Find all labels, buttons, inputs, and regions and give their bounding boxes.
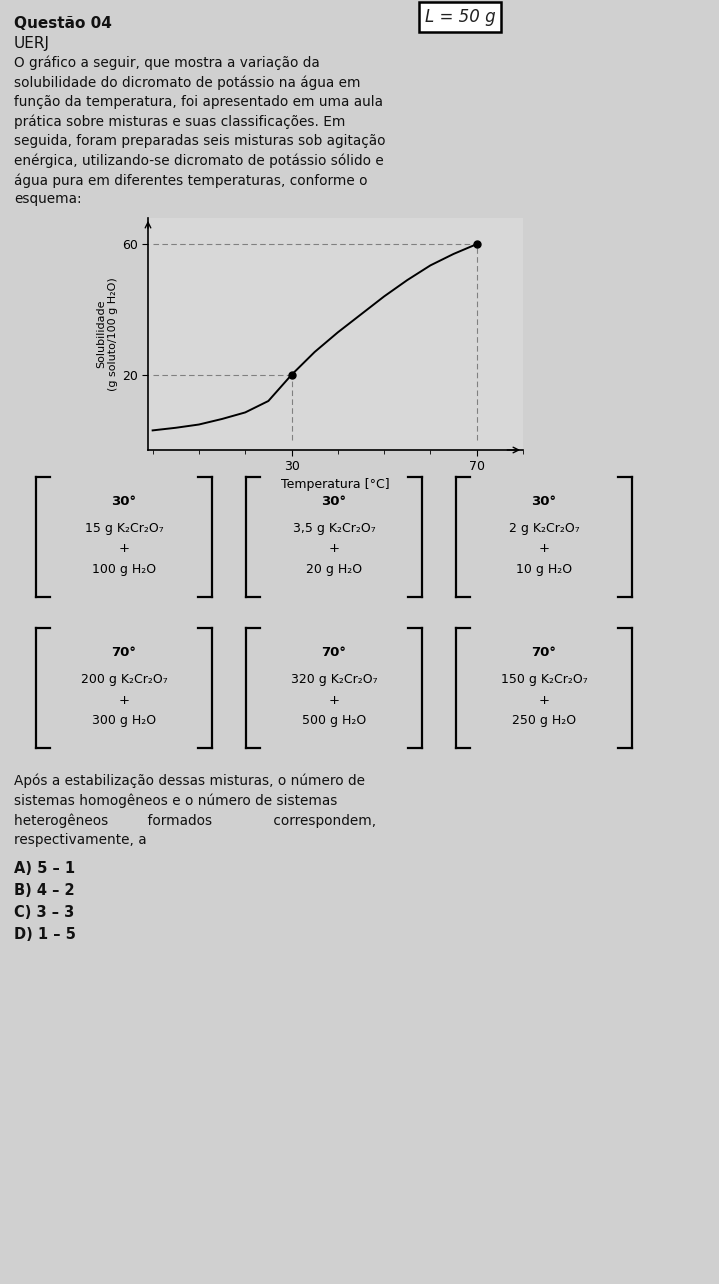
- Text: 320 g K₂Cr₂O₇: 320 g K₂Cr₂O₇: [290, 673, 377, 686]
- Text: prática sobre misturas e suas classificações. Em: prática sobre misturas e suas classifica…: [14, 114, 345, 128]
- Text: +: +: [329, 693, 339, 706]
- Text: Questão 04: Questão 04: [14, 15, 112, 31]
- Text: O gráfico a seguir, que mostra a variação da: O gráfico a seguir, que mostra a variaçã…: [14, 56, 320, 71]
- Text: sistemas homogêneos e o número de sistemas: sistemas homogêneos e o número de sistem…: [14, 794, 337, 808]
- Text: +: +: [119, 693, 129, 706]
- Text: 500 g H₂O: 500 g H₂O: [302, 714, 366, 727]
- Text: A) 5 – 1: A) 5 – 1: [14, 862, 75, 876]
- Text: heterogêneos         formados              correspondem,: heterogêneos formados correspondem,: [14, 813, 376, 827]
- Text: 15 g K₂Cr₂O₇: 15 g K₂Cr₂O₇: [85, 523, 163, 535]
- Text: +: +: [539, 543, 549, 556]
- Text: seguida, foram preparadas seis misturas sob agitação: seguida, foram preparadas seis misturas …: [14, 134, 385, 148]
- Text: 70°: 70°: [111, 646, 137, 659]
- Text: UERJ: UERJ: [14, 36, 50, 51]
- Text: +: +: [329, 543, 339, 556]
- Text: C) 3 – 3: C) 3 – 3: [14, 905, 74, 921]
- Text: 200 g K₂Cr₂O₇: 200 g K₂Cr₂O₇: [81, 673, 168, 686]
- Text: Após a estabilização dessas misturas, o número de: Após a estabilização dessas misturas, o …: [14, 773, 365, 787]
- Text: 300 g H₂O: 300 g H₂O: [92, 714, 156, 727]
- Text: 3,5 g K₂Cr₂O₇: 3,5 g K₂Cr₂O₇: [293, 523, 375, 535]
- Text: respectivamente, a: respectivamente, a: [14, 833, 147, 847]
- X-axis label: Temperatura [°C]: Temperatura [°C]: [281, 478, 390, 490]
- Text: solubilidade do dicromato de potássio na água em: solubilidade do dicromato de potássio na…: [14, 76, 360, 90]
- Text: 100 g H₂O: 100 g H₂O: [92, 562, 156, 577]
- Text: 30°: 30°: [531, 496, 557, 508]
- Text: D) 1 – 5: D) 1 – 5: [14, 927, 76, 942]
- Text: 70°: 70°: [531, 646, 557, 659]
- Text: B) 4 – 2: B) 4 – 2: [14, 883, 75, 898]
- Text: 30°: 30°: [111, 496, 137, 508]
- Text: esquema:: esquema:: [14, 193, 82, 207]
- Text: 2 g K₂Cr₂O₇: 2 g K₂Cr₂O₇: [508, 523, 580, 535]
- Text: +: +: [119, 543, 129, 556]
- Text: 70°: 70°: [321, 646, 347, 659]
- Text: 150 g K₂Cr₂O₇: 150 g K₂Cr₂O₇: [500, 673, 587, 686]
- Text: L = 50 g: L = 50 g: [425, 8, 495, 26]
- Text: 30°: 30°: [321, 496, 347, 508]
- Text: 250 g H₂O: 250 g H₂O: [512, 714, 576, 727]
- Text: função da temperatura, foi apresentado em uma aula: função da temperatura, foi apresentado e…: [14, 95, 383, 109]
- Y-axis label: Solubilidade
(g soluto/100 g H₂O): Solubilidade (g soluto/100 g H₂O): [96, 277, 117, 390]
- Text: água pura em diferentes temperaturas, conforme o: água pura em diferentes temperaturas, co…: [14, 173, 367, 187]
- Text: 20 g H₂O: 20 g H₂O: [306, 562, 362, 577]
- Text: 10 g H₂O: 10 g H₂O: [516, 562, 572, 577]
- Text: +: +: [539, 693, 549, 706]
- Text: enérgica, utilizando-se dicromato de potássio sólido e: enérgica, utilizando-se dicromato de pot…: [14, 154, 384, 168]
